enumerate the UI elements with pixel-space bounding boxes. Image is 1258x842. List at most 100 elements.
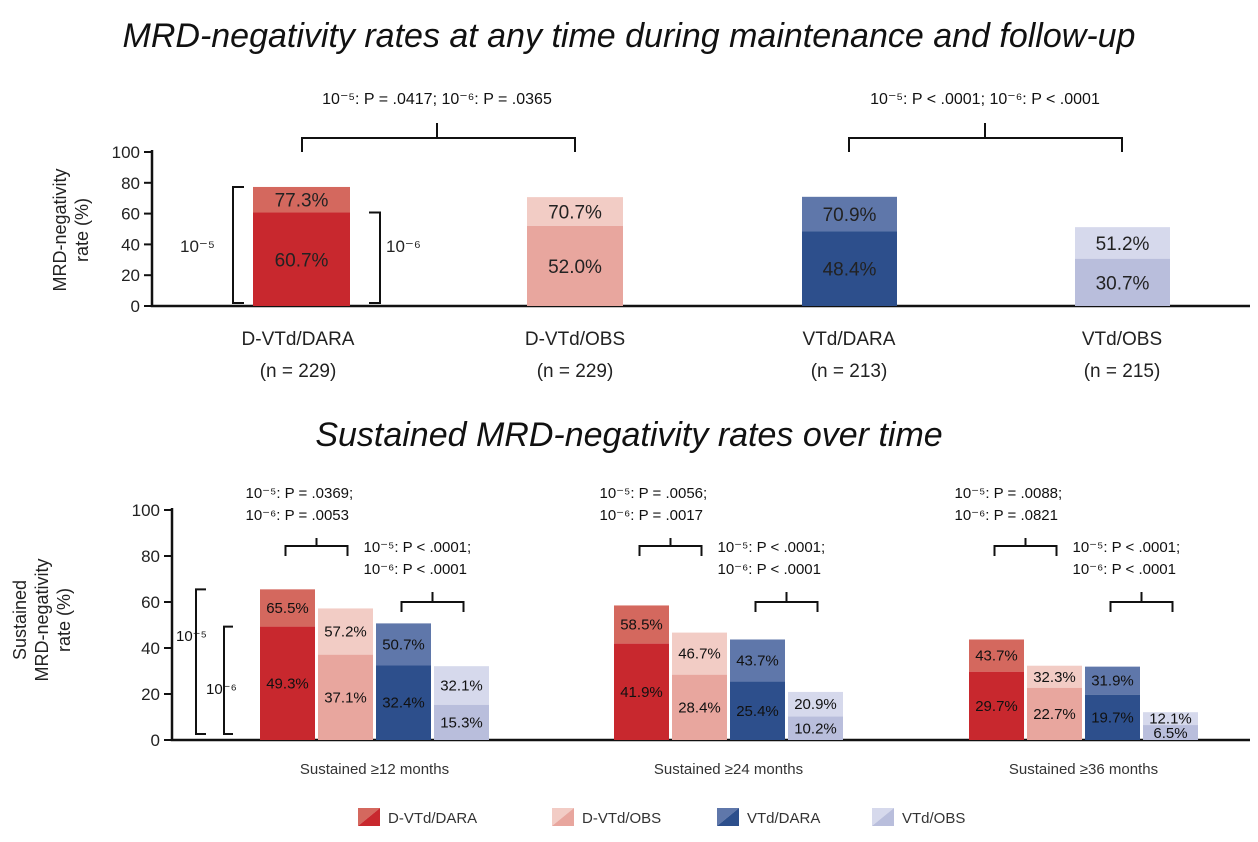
chart2-bar-10-5 [730,639,785,682]
chart2-data-label-10-5: 43.7% [975,648,1018,665]
chart2-data-label-10-6: 25.4% [736,703,779,720]
chart2-bar-10-5 [1085,666,1140,695]
chart2-bar-10-6 [969,671,1024,740]
chart2-p-value: 10⁻⁵: P < .0001; 10⁻⁶: P < .0001 [364,539,472,578]
chart2-group-label: Sustained ≥24 months [654,761,803,778]
legend-label: D-VTd/OBS [582,810,661,827]
chart1-data-label-10-6: 52.0% [548,257,602,278]
chart2-data-label-10-6: 29.7% [975,698,1018,715]
chart2-bar-10-5 [1027,665,1082,688]
chart2-data-label-10-6: 49.3% [266,675,309,692]
chart1-category-label: D-VTd/OBS [525,329,625,350]
chart1-bar-10-5 [1075,227,1170,259]
chart2-bar-10-6 [318,654,373,740]
chart2-bar-10-6 [788,716,843,740]
chart1-category-n: (n = 213) [811,361,888,382]
chart1-bar-10-6 [802,231,897,306]
chart1-comparison-bracket [848,123,1123,152]
chart1-bar-10-6 [253,212,350,306]
chart2-bar-10-5 [1143,712,1198,726]
chart2-threshold-label-10-6: 10⁻⁶ [206,681,237,698]
chart2-data-label-10-6: 22.7% [1033,706,1076,723]
chart1-y-tick-label: 80 [121,174,140,193]
chart2-comparison-bracket [754,592,819,612]
chart2-p-value: 10⁻⁵: P < .0001; 10⁻⁶: P < .0001 [1073,539,1181,578]
chart2-y-tick-label: 100 [132,501,160,520]
chart1-bar-10-5 [802,196,897,232]
chart2-group-label: Sustained ≥12 months [300,761,449,778]
chart1-bar-10-5 [527,197,623,226]
chart1-y-tick-label: 20 [121,266,140,285]
chart2-bar-10-5 [260,589,315,627]
chart1-comparison-bracket [301,123,576,152]
chart2-title: Sustained MRD-negativity rates over time [315,416,942,454]
chart1-p-value: 10⁻⁵: P < .0001; 10⁻⁶: P < .0001 [870,91,1100,108]
chart1-category-n: (n = 215) [1084,361,1161,382]
chart2-y-tick-label: 80 [141,547,160,566]
chart1-bar-10-5 [253,186,350,213]
chart2-p-value: 10⁻⁵: P = .0088; 10⁻⁶: P = .0821 [955,485,1063,524]
chart1-threshold-bracket-10-5 [232,185,244,304]
chart1-y-axis-label: MRD-negativity rate (%) [50,168,92,291]
chart2-bar-10-6 [1143,725,1198,740]
chart2-bar-10-6 [672,674,727,740]
chart1-y-tick-label: 0 [131,297,140,316]
chart1-threshold-label-10-6: 10⁻⁶ [386,237,421,256]
chart2-bar-10-6 [1085,694,1140,740]
chart1-y-tick-label: 60 [121,205,140,224]
legend-label: VTd/DARA [747,810,820,827]
legend-swatch [358,808,380,826]
chart2-bar-10-5 [969,639,1024,672]
chart2-data-label-10-6: 15.3% [440,714,483,731]
chart2-bar-10-6 [614,643,669,740]
chart2-bar-10-5 [788,691,843,717]
chart2-data-label-10-5: 32.1% [440,677,483,694]
chart1-category-label: VTd/OBS [1082,329,1162,350]
chart2-data-label-10-5: 57.2% [324,624,367,641]
chart2-bar-10-5 [614,605,669,644]
chart2-p-value: 10⁻⁵: P = .0056; 10⁻⁶: P = .0017 [600,485,708,524]
chart2-data-label-10-5: 65.5% [266,600,309,617]
chart2-threshold-bracket-10-6 [223,625,233,735]
chart2-threshold-label-10-5: 10⁻⁵ [176,628,207,645]
chart2-p-value: 10⁻⁵: P = .0369; 10⁻⁶: P = .0053 [246,485,354,524]
chart2-data-label-10-5: 46.7% [678,646,721,663]
chart1-data-label-10-6: 30.7% [1096,273,1150,294]
chart1-data-label-10-5: 70.7% [548,203,602,224]
chart1-threshold-bracket-10-6 [369,211,381,304]
chart2-data-label-10-5: 31.9% [1091,673,1134,690]
chart1-y-tick-label: 40 [121,235,140,254]
chart2-comparison-bracket [638,538,703,556]
legend-label: VTd/OBS [902,810,965,827]
chart2-y-tick-label: 60 [141,593,160,612]
chart1-y-tick-label: 100 [112,143,140,162]
chart2-threshold-bracket-10-5 [195,588,206,735]
chart2-data-label-10-5: 32.3% [1033,669,1076,686]
chart2-bar-10-6 [434,704,489,740]
chart2-data-label-10-6: 32.4% [382,695,425,712]
chart2-data-label-10-5: 43.7% [736,653,779,670]
chart2-data-label-10-6: 19.7% [1091,709,1134,726]
chart2-data-label-10-6: 10.2% [794,720,837,737]
chart2-data-label-10-5: 50.7% [382,636,425,653]
legend-swatch [872,808,894,826]
chart2-comparison-bracket [400,592,465,612]
chart2-y-tick-label: 0 [151,731,160,750]
chart1-bar-10-6 [527,225,623,306]
chart1-p-value: 10⁻⁵: P = .0417; 10⁻⁶: P = .0365 [322,91,552,108]
chart2-y-tick-label: 40 [141,639,160,658]
chart2-bar-10-6 [730,681,785,740]
chart1-data-label-10-5: 77.3% [275,191,329,212]
chart2-data-label-10-6: 28.4% [678,699,721,716]
legend-swatch [717,808,739,826]
chart2-data-label-10-6: 6.5% [1153,725,1187,742]
chart2-bar-10-6 [1027,687,1082,740]
legend-swatch [552,808,574,826]
legend-label: D-VTd/DARA [388,810,477,827]
chart2-y-tick-label: 20 [141,685,160,704]
chart2-data-label-10-5: 12.1% [1149,711,1192,728]
chart1-data-label-10-6: 48.4% [823,260,877,281]
chart1-category-label: VTd/DARA [803,329,896,350]
chart2-data-label-10-5: 58.5% [620,617,663,634]
chart2-comparison-bracket [1109,592,1174,612]
